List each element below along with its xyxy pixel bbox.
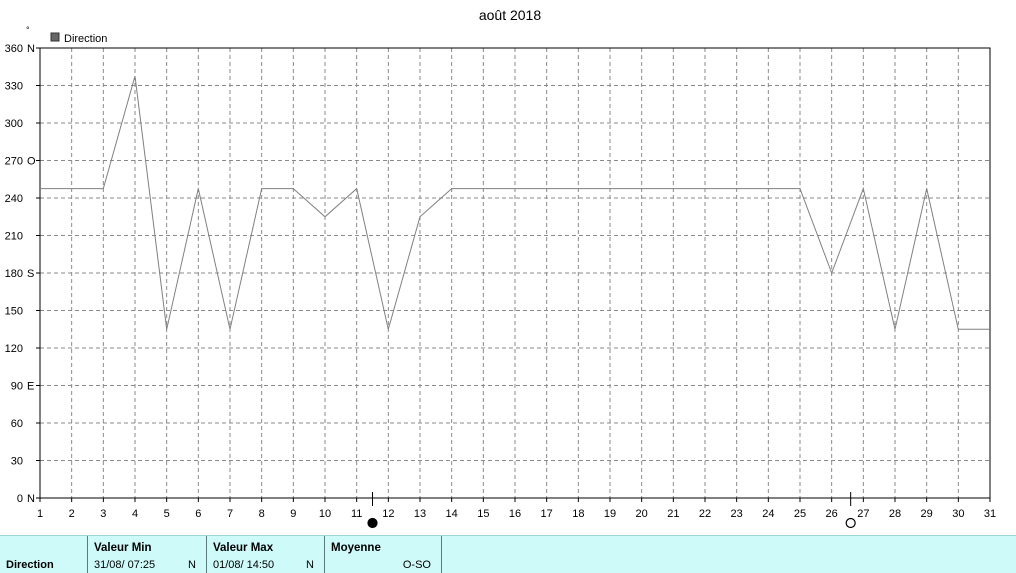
x-tick-label: 6 <box>195 508 201 520</box>
x-tick-label: 28 <box>889 508 901 520</box>
series-layer <box>40 75 990 330</box>
x-axis: 1 2 3 4 5 6 7 8 9 10 11 12 13 14 15 16 17 18 19 20 21 22 23 24 2… <box>37 498 996 520</box>
series-line-direction <box>40 75 990 330</box>
x-tick-label: 2 <box>69 508 75 520</box>
moon-phases <box>367 492 856 529</box>
y-tick-label: 330 <box>5 81 23 93</box>
y-compass-label: N <box>27 493 35 505</box>
max-value: 01/08/ 14:50 <box>213 559 275 571</box>
chart-title: août 2018 <box>479 7 541 23</box>
x-tick-label: 20 <box>636 508 648 520</box>
y-tick-label: 300 <box>5 118 23 130</box>
y-tick-label: 360 <box>5 43 23 55</box>
x-tick-label: 29 <box>921 508 933 520</box>
y-tick-label: 90 <box>11 381 23 393</box>
max-suffix: N <box>306 559 314 571</box>
x-tick-label: 9 <box>290 508 296 520</box>
y-compass-label: S <box>27 268 34 280</box>
y-compass-label: E <box>27 381 34 393</box>
min-cell: Valeur Min 31/08/ 07:25 N <box>88 536 207 573</box>
legend-swatch <box>50 32 60 42</box>
min-value: 31/08/ 07:25 <box>94 559 156 571</box>
new-moon-icon <box>367 517 378 529</box>
x-tick-label: 7 <box>227 508 233 520</box>
y-compass-label: O <box>27 156 36 168</box>
summary-label-cell: Direction <box>0 536 88 573</box>
x-tick-label: 19 <box>604 508 616 520</box>
x-tick-label: 11 <box>351 508 362 520</box>
x-tick-label: 10 <box>319 508 331 520</box>
x-tick-label: 26 <box>826 508 838 520</box>
y-tick-label: 210 <box>5 231 23 243</box>
min-suffix: N <box>188 559 196 571</box>
grid <box>40 48 990 498</box>
max-cell: Valeur Max 01/08/ 14:50 N <box>207 536 325 573</box>
x-tick-label: 31 <box>984 508 996 520</box>
legend: Direction <box>50 32 107 45</box>
x-tick-label: 27 <box>857 508 869 520</box>
x-tick-label: 3 <box>100 508 106 520</box>
x-tick-label: 16 <box>509 508 521 520</box>
y-tick-label: 120 <box>5 343 23 355</box>
y-tick-label: 60 <box>11 418 23 430</box>
x-tick-label: 15 <box>477 508 489 520</box>
y-tick-label: 240 <box>5 193 23 205</box>
x-tick-label: 24 <box>762 508 774 520</box>
y-compass-label: N <box>27 43 35 55</box>
x-tick-label: 12 <box>382 508 394 520</box>
full-moon-icon <box>845 517 856 529</box>
y-tick-label: 270 <box>5 156 23 168</box>
avg-value: O-SO <box>402 559 431 571</box>
min-header: Valeur Min <box>94 542 152 554</box>
avg-header: Moyenne <box>331 542 381 554</box>
x-tick-label: 5 <box>164 508 170 520</box>
x-tick-label: 17 <box>541 508 553 520</box>
y-tick-label: 30 <box>11 456 23 468</box>
x-tick-label: 8 <box>259 508 265 520</box>
x-tick-label: 25 <box>794 508 806 520</box>
y-tick-label: 0 <box>17 493 23 505</box>
y-tick-label: 180 <box>5 268 23 280</box>
x-tick-label: 30 <box>952 508 964 520</box>
y-tick-label: 150 <box>5 306 23 318</box>
x-tick-label: 4 <box>132 508 138 520</box>
x-tick-label: 21 <box>667 508 679 520</box>
x-tick-label: 22 <box>699 508 711 520</box>
max-header: Valeur Max <box>213 542 274 554</box>
legend-label: Direction <box>64 33 107 45</box>
summary-label: Direction <box>6 559 54 571</box>
x-tick-label: 18 <box>572 508 584 520</box>
avg-cell: Moyenne O-SO <box>325 536 442 573</box>
summary-bar: Direction Valeur Min 31/08/ 07:25 N Vale… <box>0 535 1016 573</box>
x-tick-label: 1 <box>37 508 43 520</box>
x-tick-label: 13 <box>414 508 426 520</box>
unit-symbol: ° <box>26 25 30 35</box>
x-tick-label: 23 <box>731 508 743 520</box>
x-tick-label: 14 <box>446 508 458 520</box>
